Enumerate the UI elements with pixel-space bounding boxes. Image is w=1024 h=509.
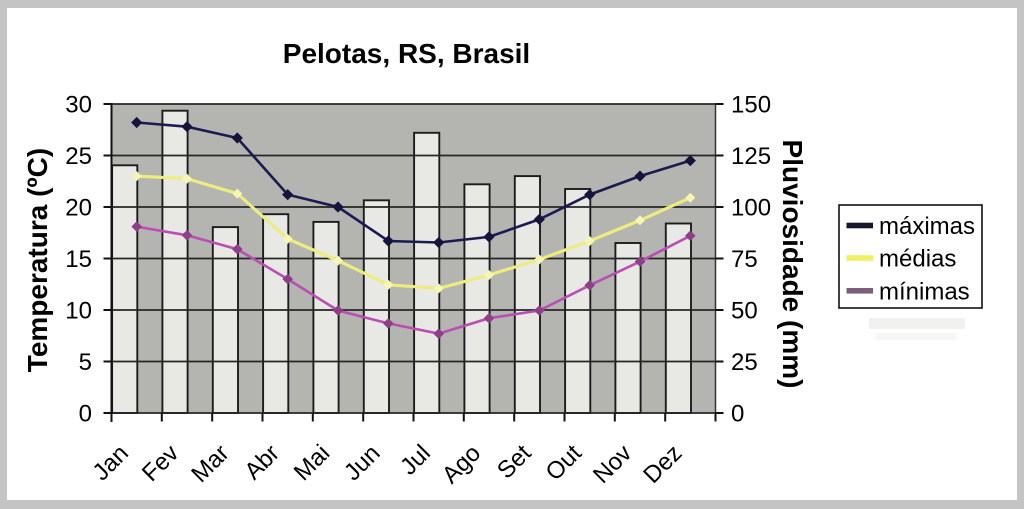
svg-text:10: 10	[65, 298, 92, 325]
svg-text:5: 5	[79, 349, 92, 376]
svg-text:0: 0	[731, 401, 744, 428]
svg-text:25: 25	[65, 143, 92, 170]
svg-text:20: 20	[65, 195, 92, 222]
svg-text:25: 25	[731, 349, 758, 376]
svg-text:Pluviosidade (mm): Pluviosidade (mm)	[777, 140, 808, 389]
svg-text:máximas: máximas	[879, 213, 975, 240]
svg-text:0: 0	[79, 401, 92, 428]
svg-text:50: 50	[731, 298, 758, 325]
svg-text:15: 15	[65, 246, 92, 273]
svg-text:30: 30	[65, 92, 92, 119]
svg-text:Pelotas, RS, Brasil: Pelotas, RS, Brasil	[283, 38, 530, 69]
svg-text:125: 125	[731, 143, 771, 170]
svg-text:médias: médias	[879, 246, 956, 273]
svg-text:mínimas: mínimas	[879, 278, 970, 305]
svg-text:Temperatura (ºC): Temperatura (ºC)	[22, 148, 53, 372]
svg-text:150: 150	[731, 92, 771, 119]
svg-text:100: 100	[731, 195, 771, 222]
svg-text:75: 75	[731, 246, 758, 273]
